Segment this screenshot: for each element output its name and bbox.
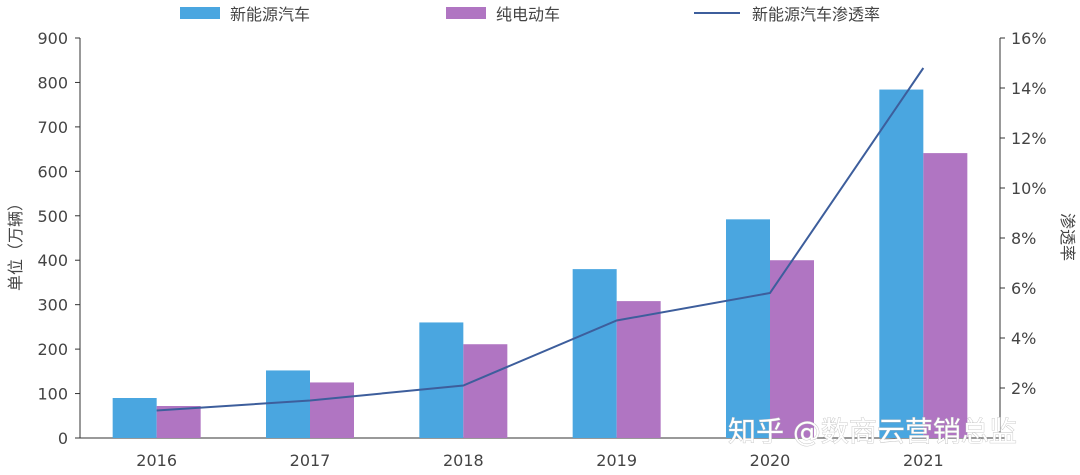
y-tick-label: 0 xyxy=(58,429,68,448)
bars xyxy=(112,89,968,439)
bar xyxy=(310,382,354,438)
y-tick-label: 300 xyxy=(37,296,68,315)
y2-tick-label: 12% xyxy=(1011,129,1047,148)
penetration-line xyxy=(156,67,925,412)
bar xyxy=(616,301,661,438)
legend-label: 新能源汽车渗透率 xyxy=(752,5,880,24)
y-tick-label: 200 xyxy=(37,340,68,359)
y2-axis-title: 渗透率 xyxy=(1058,213,1077,261)
bar xyxy=(770,260,814,438)
y-tick-label: 400 xyxy=(37,251,68,270)
y-tick-label: 900 xyxy=(37,29,68,48)
legend-swatch xyxy=(180,7,220,19)
penetration-line-path xyxy=(156,67,925,412)
bar xyxy=(266,370,310,438)
y2-tick-label: 8% xyxy=(1011,229,1036,248)
y-axis-title: 单位（万辆） xyxy=(6,195,25,291)
x-tick-label: 2020 xyxy=(750,451,791,470)
bar xyxy=(923,153,968,438)
bar xyxy=(572,269,617,438)
x-tick-label: 2017 xyxy=(290,451,331,470)
bar xyxy=(156,406,201,438)
y-tick-label: 100 xyxy=(37,385,68,404)
y-tick-label: 500 xyxy=(37,207,68,226)
x-tick-label: 2016 xyxy=(136,451,177,470)
y-tick-label: 700 xyxy=(37,118,68,137)
legend-label: 纯电动车 xyxy=(496,5,560,24)
y-tick-label: 600 xyxy=(37,162,68,181)
bar xyxy=(419,322,464,438)
y2-tick-label: 10% xyxy=(1011,179,1047,198)
axes: 0 100 200 300 400 500 600 700 800 900 2% 4% 6% 8% 10% 1… xyxy=(37,29,1046,470)
y2-tick-label: 6% xyxy=(1011,279,1036,298)
legend-label: 新能源汽车 xyxy=(230,5,310,24)
y2-tick-label: 14% xyxy=(1011,79,1047,98)
x-tick-label: 2018 xyxy=(443,451,484,470)
bar xyxy=(879,89,924,439)
legend: 新能源汽车 纯电动车 新能源汽车渗透率 xyxy=(180,5,880,24)
y2-tick-label: 2% xyxy=(1011,379,1036,398)
watermark: 知乎 @数商云营销总监 xyxy=(728,415,1017,448)
legend-swatch xyxy=(446,7,486,19)
bar xyxy=(726,219,770,438)
y2-tick-label: 4% xyxy=(1011,329,1036,348)
bar xyxy=(112,398,157,438)
y2-tick-label: 16% xyxy=(1011,29,1047,48)
y-tick-label: 800 xyxy=(37,73,68,92)
x-tick-label: 2021 xyxy=(903,451,944,470)
x-tick-label: 2019 xyxy=(596,451,637,470)
bar xyxy=(463,344,508,438)
